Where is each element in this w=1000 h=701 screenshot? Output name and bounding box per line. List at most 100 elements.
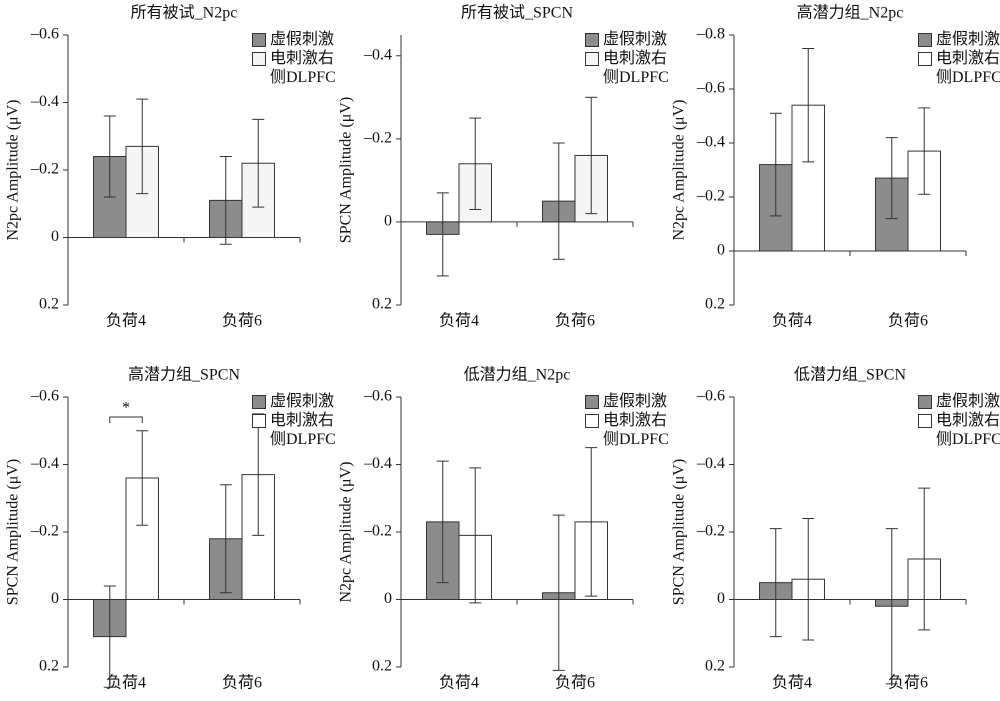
legend-swatch <box>252 414 266 428</box>
y-tick-label: –0.2 <box>363 523 392 540</box>
legend-swatch <box>918 414 932 428</box>
error-bar <box>436 192 449 277</box>
legend-item: 电刺激右侧DLPFC <box>252 49 336 87</box>
y-axis-label: N2pc Amplitude (μV) <box>671 100 688 241</box>
error-bar <box>802 518 815 641</box>
y-tick-label: –0.6 <box>696 80 725 97</box>
annotation: * <box>122 400 130 417</box>
y-tick-label: 0 <box>384 590 392 607</box>
x-tick-label: 负荷4 <box>772 674 812 692</box>
legend-label: 虚假刺激 <box>603 31 668 48</box>
error-bar <box>136 98 149 195</box>
legend-swatch <box>252 395 266 409</box>
error-bar <box>769 112 782 217</box>
legend-swatch <box>585 33 599 47</box>
legend-item: 电刺激右侧DLPFC <box>918 49 1000 87</box>
y-tick-label: –0.2 <box>696 523 725 540</box>
legend-item: 电刺激右侧DLPFC <box>585 49 669 87</box>
x-tick-label: 负荷4 <box>106 674 146 692</box>
legend-label: 电刺激右侧DLPFC <box>936 412 1000 448</box>
legend: 虚假刺激 电刺激右侧DLPFC <box>252 30 336 87</box>
y-tick-label: –0.2 <box>30 161 59 178</box>
error-bar <box>136 430 149 526</box>
error-bar <box>918 107 931 195</box>
y-tick-label: –0.2 <box>30 523 59 540</box>
legend-label: 电刺激右侧DLPFC <box>936 50 1000 86</box>
legend-item: 电刺激右侧DLPFC <box>252 411 336 449</box>
error-bar <box>219 156 232 245</box>
y-tick-label: –0.6 <box>30 26 59 43</box>
error-bar <box>469 117 482 210</box>
y-tick-label: 0.2 <box>372 296 392 313</box>
x-tick-label: 负荷6 <box>888 674 928 692</box>
y-tick-label: 0 <box>717 242 725 259</box>
error-bar <box>103 585 116 688</box>
error-bar <box>885 528 898 685</box>
legend-label: 虚假刺激 <box>270 31 335 48</box>
y-tick-label: 0 <box>717 590 725 607</box>
legend-item: 虚假刺激 <box>918 392 1000 411</box>
error-bar <box>885 137 898 220</box>
chart-title: 低潜力组_N2pc <box>464 366 571 384</box>
y-tick-label: –0.4 <box>363 46 392 63</box>
y-tick-label: –0.6 <box>30 388 59 405</box>
legend-swatch <box>918 33 932 47</box>
error-bar <box>252 413 265 536</box>
y-tick-label: 0.2 <box>705 658 725 675</box>
y-tick-label: –0.4 <box>363 455 392 472</box>
legend: 虚假刺激电刺激右侧DLPFC <box>918 392 1000 449</box>
legend-item: 电刺激右侧DLPFC <box>918 411 1000 449</box>
y-tick-label: 0.2 <box>372 658 392 675</box>
legend-label: 虚假刺激 <box>936 31 1000 48</box>
x-tick-label: 负荷6 <box>555 312 595 330</box>
legend-swatch <box>918 395 932 409</box>
legend-label: 电刺激右侧DLPFC <box>270 412 336 448</box>
legend-swatch <box>918 52 932 66</box>
error-bar <box>769 528 782 638</box>
y-tick-label: 0 <box>51 228 59 245</box>
y-tick-label: 0.2 <box>705 296 725 313</box>
error-bar <box>219 484 232 594</box>
legend: 虚假刺激电刺激右侧DLPFC <box>585 392 669 449</box>
error-bar <box>918 487 931 631</box>
legend-item: 虚假刺激 <box>585 30 669 49</box>
y-tick-label: –0.4 <box>696 134 725 151</box>
y-tick-label: –0.4 <box>30 455 59 472</box>
y-axis-label: SPCN Amplitude (μV) <box>338 97 355 243</box>
legend-label: 虚假刺激 <box>936 393 1000 410</box>
y-tick-label: 0.2 <box>39 296 59 313</box>
x-tick-label: 负荷4 <box>439 674 479 692</box>
chart-title: 低潜力组_SPCN <box>794 366 906 384</box>
x-tick-label: 负荷4 <box>106 312 146 330</box>
legend-swatch <box>585 52 599 66</box>
y-axis-label: SPCN Amplitude (μV) <box>671 459 688 605</box>
x-tick-label: 负荷6 <box>555 674 595 692</box>
y-tick-label: –0.6 <box>363 388 392 405</box>
error-bar <box>469 467 482 604</box>
y-tick-label: –0.4 <box>30 93 59 110</box>
error-bar <box>436 460 449 584</box>
y-tick-label: –0.8 <box>696 26 725 43</box>
y-axis-label: N2pc Amplitude (μV) <box>5 100 22 241</box>
x-tick-label: 负荷4 <box>439 312 479 330</box>
error-bar <box>552 142 565 260</box>
chart-title: 高潜力组_N2pc <box>797 4 904 22</box>
legend: 虚假刺激电刺激右侧DLPFC <box>918 30 1000 87</box>
y-tick-label: –0.2 <box>696 188 725 205</box>
legend-label: 电刺激右侧DLPFC <box>603 412 669 448</box>
x-tick-label: 负荷6 <box>222 674 262 692</box>
error-bar <box>585 96 598 215</box>
significance-bracket <box>109 416 143 423</box>
legend-label: 虚假刺激 <box>603 393 668 410</box>
error-bar <box>252 118 265 208</box>
legend-label: 虚假刺激 <box>270 393 335 410</box>
y-tick-label: 0 <box>384 213 392 230</box>
legend-item: 虚假刺激 <box>918 30 1000 49</box>
y-tick-label: 0 <box>51 590 59 607</box>
legend-swatch <box>585 395 599 409</box>
legend-item: 电刺激右侧DLPFC <box>585 411 669 449</box>
x-tick-label: 负荷6 <box>222 312 262 330</box>
error-bar <box>103 115 116 198</box>
